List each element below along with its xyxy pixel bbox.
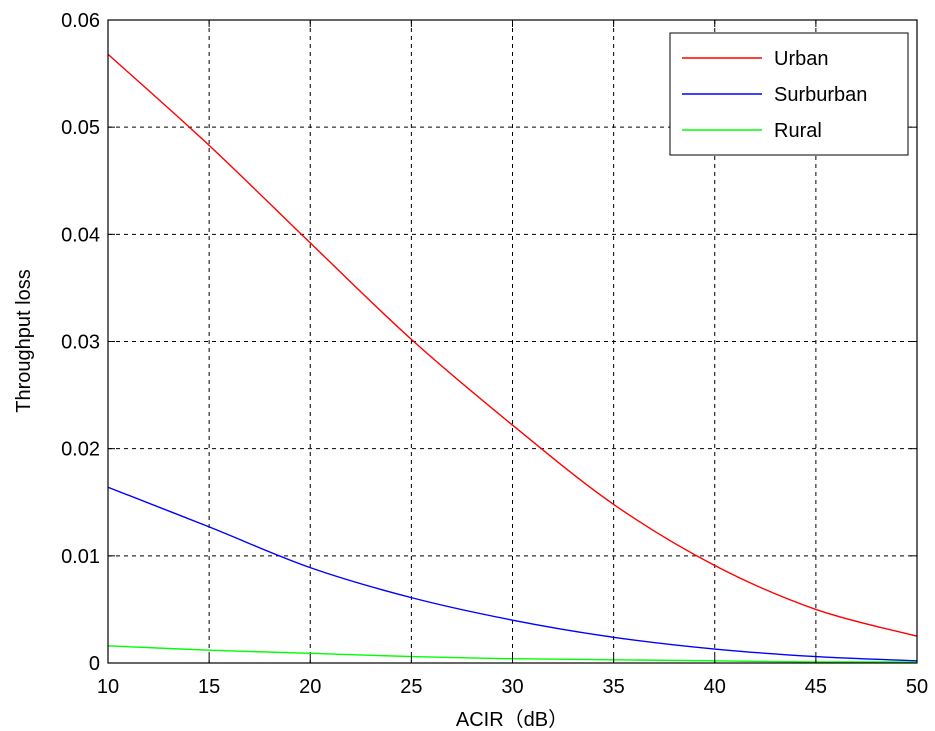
legend-label-urban: Urban [774,48,828,70]
x-tick-label: 15 [198,676,220,698]
y-tick-label: 0.01 [61,546,100,568]
y-tick-label: 0.06 [61,10,100,32]
y-tick-label: 0.04 [61,224,100,246]
x-tick-label: 30 [501,676,523,698]
y-tick-label: 0.03 [61,332,100,354]
ticks: 10 15 20 25 30 35 40 45 50 0 0.01 0.02 0.03 0.04 0.05 0… [61,10,928,698]
legend-label-surburban: Surburban [774,84,867,106]
y-axis-label: Throughput loss [13,269,35,412]
y-tick-label: 0.05 [61,117,100,139]
x-tick-label: 40 [704,676,726,698]
x-tick-label: 20 [299,676,321,698]
y-tick-label: 0 [89,653,100,675]
x-tick-label: 10 [97,676,119,698]
series-line-surburban [107,486,918,662]
x-tick-label: 25 [400,676,422,698]
x-tick-label: 50 [906,676,928,698]
series-line-urban [107,53,918,637]
legend: Urban Surburban Rural [669,32,909,156]
x-tick-label: 45 [805,676,827,698]
legend-label-rural: Rural [774,120,822,142]
x-tick-label: 35 [603,676,625,698]
y-tick-label: 0.02 [61,439,100,461]
x-axis-label: ACIR（dB） [456,708,568,731]
